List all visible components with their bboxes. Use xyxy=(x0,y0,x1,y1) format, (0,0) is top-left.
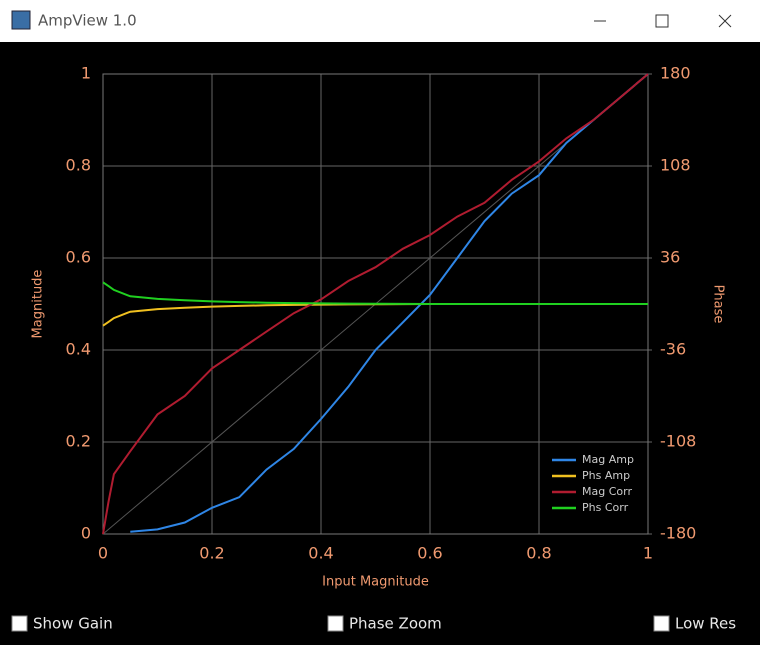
app-icon xyxy=(11,10,31,30)
y2-tick-label: 36 xyxy=(660,248,680,267)
checkbox-label[interactable]: Low Res xyxy=(675,615,736,633)
y2-tick-label: 180 xyxy=(660,64,691,83)
legend-label: Mag Corr xyxy=(582,485,632,498)
y2-tick-label: -180 xyxy=(660,524,696,543)
y-axis-label: Magnitude xyxy=(31,270,46,339)
close-button[interactable] xyxy=(718,14,732,28)
legend-label: Phs Corr xyxy=(582,501,629,514)
maximize-button[interactable] xyxy=(655,14,669,28)
y-tick-label: 0.4 xyxy=(66,340,91,359)
checkbox[interactable] xyxy=(653,615,670,632)
y2-tick-label: -108 xyxy=(660,432,696,451)
series-line xyxy=(130,73,649,533)
y2-tick-label: -36 xyxy=(660,340,686,359)
series-line xyxy=(102,73,649,535)
x-tick-label: 1 xyxy=(643,544,653,563)
y-tick-label: 0 xyxy=(81,524,91,543)
y-tick-label: 0.2 xyxy=(66,432,91,451)
checkbox[interactable] xyxy=(11,615,28,632)
x-tick-label: 0.2 xyxy=(199,544,224,563)
controls: Show Gain Phase Zoom Low Res xyxy=(11,615,736,633)
legend-label: Phs Amp xyxy=(582,469,630,482)
x-tick-label: 0.4 xyxy=(308,544,333,563)
legend-label: Mag Amp xyxy=(582,453,634,466)
checkbox-label[interactable]: Phase Zoom xyxy=(349,615,442,633)
y2-axis-label: Phase xyxy=(711,285,726,324)
x-tick-label: 0.6 xyxy=(417,544,442,563)
title-bar xyxy=(0,0,760,42)
checkbox[interactable] xyxy=(327,615,344,632)
y-tick-label: 0.8 xyxy=(66,156,91,175)
x-tick-label: 0.8 xyxy=(526,544,551,563)
x-axis-label: Input Magnitude xyxy=(322,575,429,590)
y-tick-label: 0.6 xyxy=(66,248,91,267)
series-line xyxy=(102,281,648,305)
x-tick-label: 0 xyxy=(98,544,108,563)
checkbox-label[interactable]: Show Gain xyxy=(33,615,113,633)
y2-tick-label: 108 xyxy=(660,156,691,175)
chart: 0 0.2 0.4 0.6 0.8 1 0 0.2 0.4 0.6 0.8 1 -180 -108 -36 3… xyxy=(31,64,726,590)
y-tick-label: 1 xyxy=(81,64,91,83)
window-title: AmpView 1.0 xyxy=(38,12,137,30)
